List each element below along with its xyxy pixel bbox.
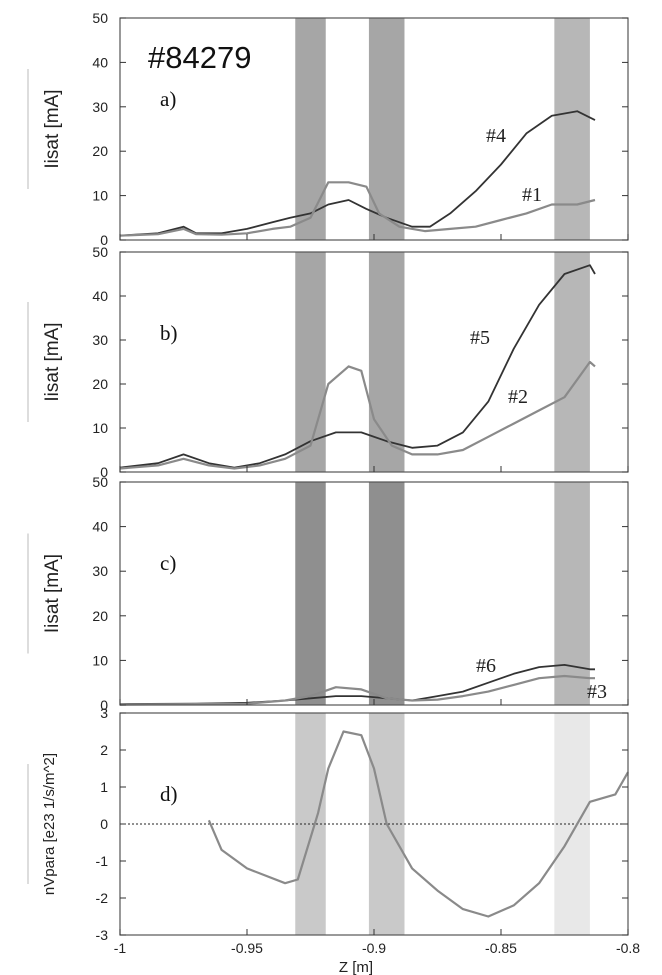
x-tick-label: -1 [114,940,127,956]
y-tick-label: 10 [92,420,108,436]
highlight-band [554,482,590,705]
y-axis-label: Iisat [mA] [42,322,63,401]
y-tick-label: 40 [92,288,108,304]
highlight-band [554,18,590,240]
y-tick-label: 0 [100,697,108,713]
highlight-band [295,252,326,472]
series-annotation: #3 [587,681,607,703]
panel-label: b) [160,321,178,345]
series-line [119,110,596,237]
y-tick-label: 50 [92,10,108,26]
y-tick-label: 40 [92,519,108,535]
x-axis-label: Z [m] [339,959,373,975]
series-line [119,664,595,705]
y-axis-label: nVpara [e23 1/s/m^2] [41,753,58,895]
x-tick-label: -0.8 [616,940,640,956]
highlight-band [368,252,405,472]
y-tick-label: 1 [100,779,108,795]
highlight-bands [295,18,590,935]
panel-label: a) [160,87,176,111]
highlight-band [295,482,326,705]
series-annotation: #5 [470,327,490,349]
panel: 0 10 20 30 40 50 Iisat [mA] c) #6 #3 [27,474,629,713]
series-annotation: #4 [486,125,506,147]
y-tick-label: 10 [92,188,108,204]
y-tick-label: 0 [100,232,108,248]
x-tick-label: -0.85 [485,940,517,956]
highlight-band [368,18,405,240]
highlight-band [295,18,326,240]
panel: 0 10 20 30 40 50 Iisat [mA] a) #4 #1 [27,10,629,248]
y-axis-label: Iisat [mA] [42,89,63,168]
y-tick-label: -3 [96,927,109,943]
series-line [119,181,596,237]
series-annotation: #6 [476,655,496,677]
y-tick-label: 10 [92,652,108,668]
series-line [119,360,596,470]
panel-label: d) [160,782,178,806]
y-tick-label: 20 [92,608,108,624]
x-tick-label: -0.9 [362,940,386,956]
x-tick-label: -0.95 [231,940,263,956]
series-line [119,264,596,469]
shot-number: #84279 [148,40,251,75]
y-tick-label: 40 [92,54,108,70]
y-tick-label: -1 [96,853,109,869]
panel: 0 10 20 30 40 50 Iisat [mA] b) #5 #2 [27,244,629,480]
y-tick-label: 2 [100,742,108,758]
y-tick-label: 30 [92,563,108,579]
series-line [207,730,629,918]
y-tick-label: 30 [92,99,108,115]
y-tick-label: 0 [100,464,108,480]
y-tick-label: 0 [100,816,108,832]
highlight-band [554,252,590,472]
y-tick-label: 20 [92,143,108,159]
series-annotation: #1 [522,184,542,206]
y-tick-label: -2 [96,890,109,906]
y-axis-label: Iisat [mA] [42,554,63,633]
highlight-band [368,482,405,705]
y-tick-label: 3 [100,705,108,721]
y-tick-label: 30 [92,332,108,348]
panel: -3 -2 -1 0 1 2 3 -1 -0.95 -0.9 -0.85 -0.8 nVpara [e2… [27,705,640,956]
panel-label: c) [160,551,176,575]
y-tick-label: 50 [92,244,108,260]
y-tick-label: 20 [92,376,108,392]
y-tick-label: 50 [92,474,108,490]
series-line [119,674,595,706]
series-annotation: #2 [508,386,528,408]
